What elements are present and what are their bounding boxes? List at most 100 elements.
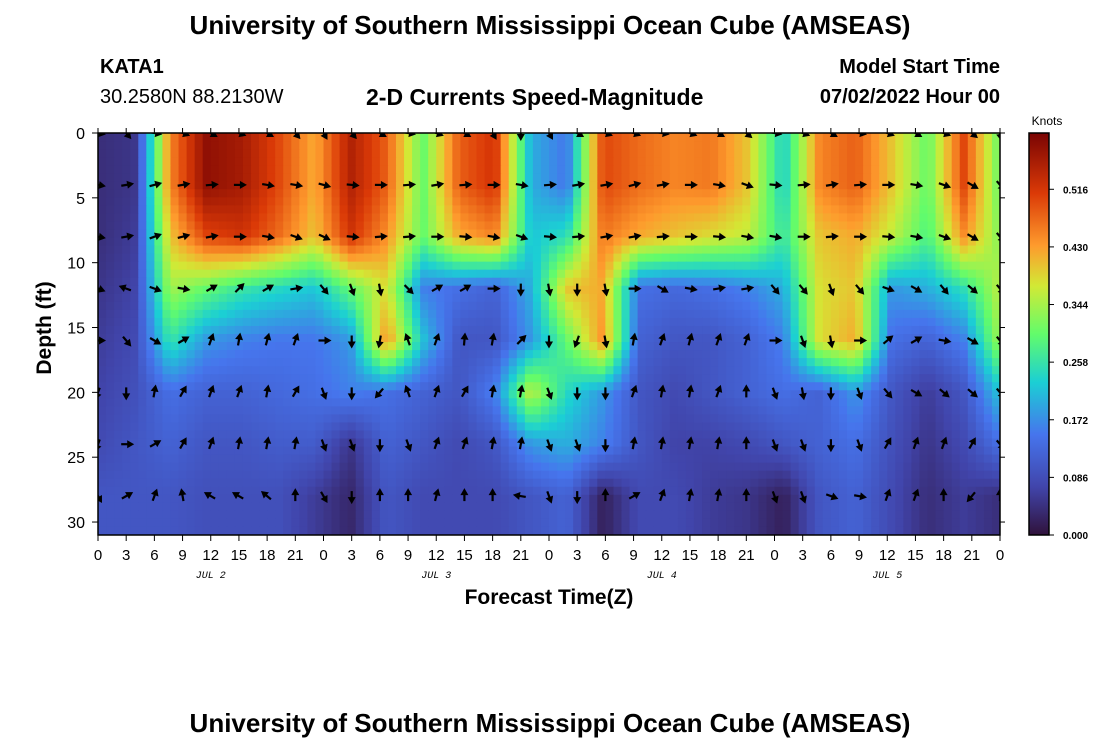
heat-cell bbox=[106, 181, 115, 190]
heat-cell bbox=[822, 205, 832, 214]
heat-cell bbox=[943, 277, 953, 287]
heat-cell bbox=[218, 213, 228, 223]
heat-cell bbox=[242, 229, 252, 239]
heat-cell bbox=[782, 285, 792, 295]
heat-cell bbox=[307, 277, 317, 287]
heat-cell bbox=[146, 301, 155, 311]
heat-cell bbox=[412, 277, 421, 287]
heat-cell bbox=[702, 269, 711, 279]
heat-cell bbox=[363, 197, 373, 206]
heat-cell bbox=[991, 141, 1000, 150]
heat-cell bbox=[549, 309, 558, 319]
heat-cell bbox=[573, 317, 582, 327]
heat-cell bbox=[468, 422, 478, 432]
heat-cell bbox=[557, 454, 566, 464]
heat-cell bbox=[589, 358, 598, 367]
heat-cell bbox=[710, 438, 719, 448]
heat-cell bbox=[750, 197, 759, 206]
heat-cell bbox=[629, 205, 639, 214]
heat-cell bbox=[267, 197, 276, 206]
heat-cell bbox=[162, 245, 172, 255]
heat-cell bbox=[218, 317, 228, 327]
heat-cell bbox=[146, 382, 155, 391]
heat-cell bbox=[838, 325, 848, 335]
heat-cell bbox=[106, 293, 115, 303]
heat-cell bbox=[677, 342, 687, 351]
heat-cell bbox=[428, 245, 437, 255]
heat-cell bbox=[726, 342, 735, 351]
heat-cell bbox=[323, 157, 333, 166]
heat-cell bbox=[202, 398, 212, 407]
heat-cell bbox=[581, 165, 590, 174]
heat-cell bbox=[911, 358, 921, 367]
heat-cell bbox=[355, 261, 365, 271]
heat-cell bbox=[653, 366, 663, 375]
heat-cell bbox=[508, 181, 518, 190]
heat-cell bbox=[428, 382, 437, 391]
heat-cell bbox=[613, 422, 623, 432]
heat-cell bbox=[291, 406, 300, 415]
heat-cell bbox=[186, 245, 196, 255]
heat-cell bbox=[267, 157, 276, 166]
heat-cell bbox=[242, 486, 252, 496]
heat-cell bbox=[911, 189, 921, 198]
heat-cell bbox=[347, 446, 357, 456]
heat-cell bbox=[476, 157, 486, 166]
heat-cell bbox=[371, 245, 381, 255]
heat-cell bbox=[323, 197, 333, 206]
heat-cell bbox=[895, 462, 904, 472]
heat-cell bbox=[734, 141, 743, 150]
heat-cell bbox=[975, 149, 985, 158]
heat-cell bbox=[500, 213, 510, 223]
heat-cell bbox=[420, 462, 429, 472]
heat-cell bbox=[210, 398, 220, 407]
heat-cell bbox=[524, 157, 534, 166]
heat-cell bbox=[162, 165, 172, 174]
heat-cell bbox=[194, 221, 204, 231]
heat-cell bbox=[234, 245, 244, 255]
heat-cell bbox=[983, 398, 993, 407]
heat-cell bbox=[887, 446, 896, 456]
heat-cell bbox=[790, 181, 800, 190]
heat-cell bbox=[887, 205, 896, 214]
heat-cell bbox=[613, 141, 623, 150]
heat-cell bbox=[991, 173, 1000, 182]
heat-cell bbox=[846, 374, 856, 383]
heat-cell bbox=[299, 374, 308, 383]
heat-cell bbox=[693, 285, 703, 295]
heat-cell bbox=[476, 470, 486, 480]
heat-cell bbox=[468, 181, 478, 190]
heat-cell bbox=[114, 398, 123, 407]
heat-cell bbox=[138, 133, 147, 142]
heat-cell bbox=[863, 334, 872, 343]
heat-cell bbox=[331, 374, 341, 383]
heat-cell bbox=[879, 430, 888, 440]
heat-cell bbox=[806, 358, 816, 367]
heat-cell bbox=[549, 398, 558, 407]
heat-cell bbox=[693, 382, 703, 391]
heat-cell bbox=[114, 422, 123, 432]
heat-cell bbox=[637, 398, 647, 407]
heat-cell bbox=[710, 382, 719, 391]
heat-cell bbox=[347, 205, 357, 214]
heat-cell bbox=[436, 398, 445, 407]
heat-cell bbox=[975, 269, 985, 279]
heat-cell bbox=[838, 317, 848, 327]
heat-cell bbox=[758, 285, 768, 295]
heat-cell bbox=[871, 229, 880, 239]
heat-cell bbox=[685, 293, 695, 303]
heat-cell bbox=[726, 414, 735, 424]
heat-cell bbox=[540, 446, 550, 456]
heat-cell bbox=[267, 350, 276, 359]
heat-cell bbox=[170, 342, 180, 351]
heat-cell bbox=[114, 293, 123, 303]
heat-cell bbox=[943, 317, 953, 327]
heat-cell bbox=[267, 237, 276, 247]
heat-cell bbox=[911, 269, 921, 279]
heat-cell bbox=[234, 165, 244, 174]
heat-cell bbox=[734, 189, 743, 198]
heat-cell bbox=[484, 301, 494, 311]
heat-cell bbox=[444, 245, 453, 255]
heat-cell bbox=[927, 165, 937, 174]
heat-cell bbox=[162, 438, 172, 448]
